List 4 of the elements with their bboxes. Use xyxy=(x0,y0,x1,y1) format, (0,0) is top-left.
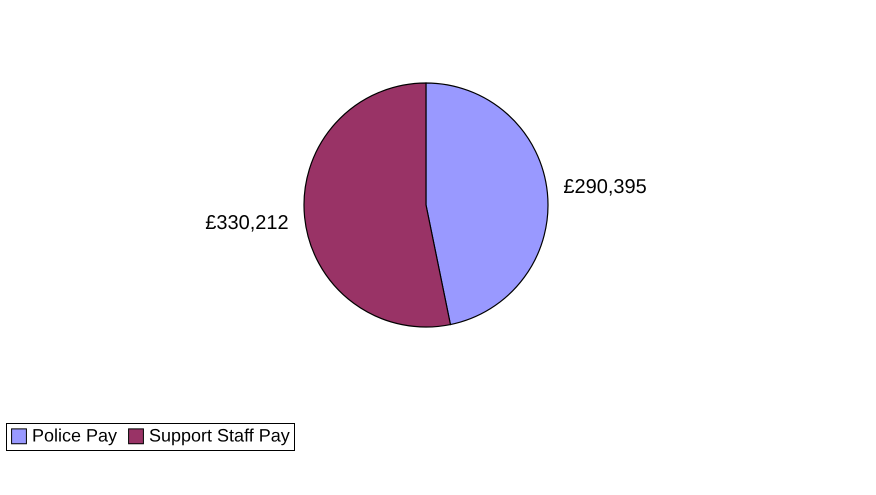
data-label: £290,395 xyxy=(563,176,647,198)
legend-label: Police Pay xyxy=(32,425,118,446)
legend-label: Support Staff Pay xyxy=(149,425,290,446)
data-label: £330,212 xyxy=(205,212,289,234)
